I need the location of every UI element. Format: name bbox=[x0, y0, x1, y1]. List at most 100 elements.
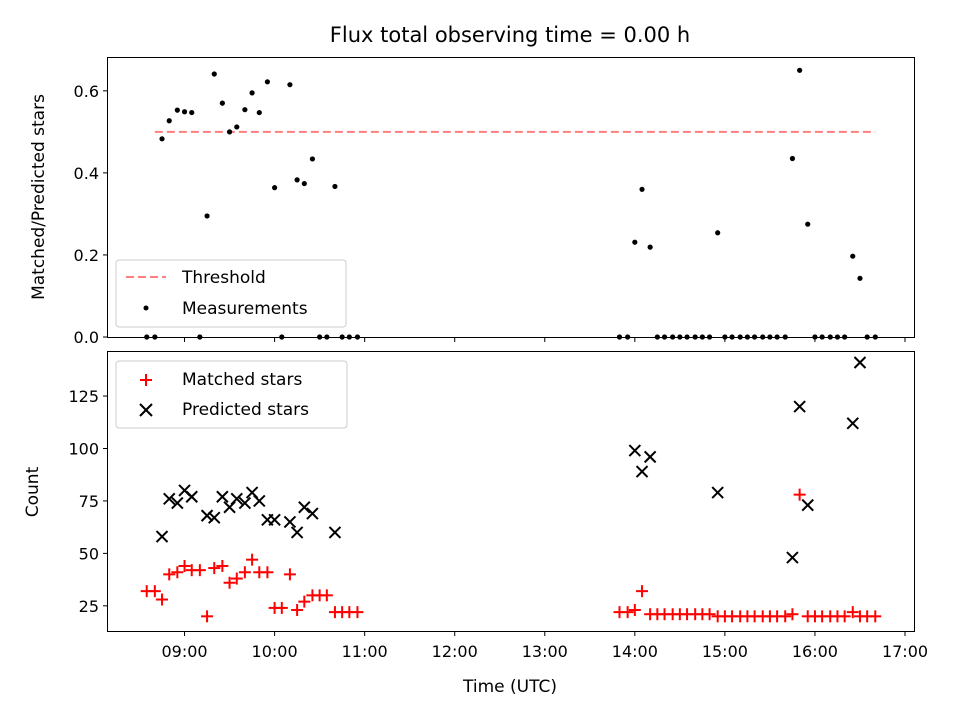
bottom-legend-box bbox=[115, 360, 348, 429]
matched-star-point bbox=[156, 593, 169, 606]
measurement-point bbox=[332, 183, 338, 190]
predicted-star-point bbox=[155, 530, 169, 543]
legend-matched-label: Matched stars bbox=[182, 370, 302, 390]
bottom-y-tick-label: 25 bbox=[79, 597, 99, 616]
matched-star-point bbox=[291, 604, 304, 617]
bottom-y-tick-label: 125 bbox=[68, 387, 99, 406]
bottom-y-ticks: 25 50 75 100 125 bbox=[68, 387, 108, 616]
measurement-point bbox=[226, 129, 233, 135]
predicted-star-point bbox=[290, 526, 304, 539]
matched-star-point bbox=[793, 488, 806, 501]
matched-star-point bbox=[148, 585, 161, 598]
measurement-point bbox=[309, 156, 316, 162]
predicted-star-point bbox=[635, 465, 649, 478]
predicted-star-point bbox=[185, 490, 198, 503]
x-tick-label: 13:00 bbox=[522, 642, 568, 661]
matched-star-point bbox=[223, 576, 236, 589]
matched-star-point bbox=[178, 559, 191, 572]
bottom-y-tick-label: 75 bbox=[79, 492, 99, 511]
measurement-point bbox=[797, 67, 803, 73]
predicted-star-point bbox=[200, 509, 214, 522]
predicted-star-point bbox=[298, 501, 311, 514]
measurement-point bbox=[850, 253, 856, 259]
top-y-tick-label: 0.0 bbox=[74, 328, 99, 347]
legend-measurements-swatch bbox=[143, 305, 149, 311]
measurement-point bbox=[166, 118, 172, 124]
top-y-tick-label: 0.4 bbox=[74, 164, 99, 183]
legend-measurements-label: Measurements bbox=[182, 299, 308, 319]
predicted-star-point bbox=[846, 417, 859, 430]
measurement-point bbox=[715, 230, 721, 236]
matched-star-point bbox=[246, 553, 259, 566]
bottom-panel: Count 25 50 75 100 125 09:00 10:00 11:00 12:00 1… bbox=[23, 351, 928, 661]
measurement-point bbox=[211, 71, 217, 77]
measurement-point bbox=[647, 244, 653, 250]
top-panel: Matched/Predicted stars 0.0 0.2 0.4 0.6 Thr… bbox=[29, 57, 915, 347]
measurement-point bbox=[181, 109, 188, 115]
top-y-ticks: 0.0 0.2 0.4 0.6 bbox=[74, 82, 108, 347]
predicted-star-point bbox=[163, 492, 176, 506]
top-axes-frame bbox=[107, 57, 915, 338]
chart-title: Flux total observing time = 0.00 h bbox=[330, 23, 690, 47]
measurement-point bbox=[219, 100, 225, 106]
x-tick-label: 12:00 bbox=[432, 642, 478, 661]
measurement-point bbox=[174, 107, 180, 113]
x-tick-label: 09:00 bbox=[161, 642, 207, 661]
top-legend: Threshold Measurements bbox=[115, 259, 347, 328]
measurement-point bbox=[857, 275, 863, 281]
x-tick-label: 17:00 bbox=[882, 642, 928, 661]
matched-star-point bbox=[171, 566, 184, 579]
legend-matched-swatch bbox=[140, 374, 152, 386]
matched-star-point bbox=[621, 606, 634, 619]
matched-star-point bbox=[238, 566, 251, 579]
matched-star-point bbox=[208, 562, 221, 575]
matched-star-point bbox=[193, 564, 206, 577]
bottom-y-axis-label: Count bbox=[23, 466, 43, 517]
predicted-star-point bbox=[328, 526, 342, 539]
measurement-point bbox=[272, 185, 278, 191]
bottom-axes-frame bbox=[107, 351, 915, 632]
measurement-point bbox=[301, 180, 307, 187]
measurement-point bbox=[287, 82, 293, 88]
predicted-star-point bbox=[208, 511, 221, 524]
predicted-star-point bbox=[283, 515, 297, 529]
predicted-star-point bbox=[801, 498, 814, 512]
predicted-star-point bbox=[786, 551, 799, 564]
x-tick-label: 15:00 bbox=[702, 642, 748, 661]
matched-star-point bbox=[230, 572, 243, 585]
measurement-point bbox=[242, 107, 248, 113]
bottom-y-tick-label: 100 bbox=[68, 439, 99, 458]
bottom-x-ticks: 09:00 10:00 11:00 12:00 13:00 14:00 15:00 16:00… bbox=[161, 631, 928, 661]
x-tick-label: 14:00 bbox=[612, 642, 658, 661]
measurement-point bbox=[159, 136, 165, 142]
matched-star-point bbox=[216, 559, 229, 572]
predicted-star-point bbox=[711, 486, 724, 499]
top-y-tick-label: 0.2 bbox=[74, 246, 99, 265]
measurement-point bbox=[256, 109, 262, 116]
predicted-star-point bbox=[230, 492, 243, 506]
measurement-point bbox=[264, 79, 270, 85]
bottom-legend: Matched stars Predicted stars bbox=[115, 360, 348, 429]
predicted-star-point bbox=[268, 513, 281, 527]
predicted-star-point bbox=[853, 356, 867, 369]
top-y-tick-label: 0.6 bbox=[74, 82, 99, 101]
x-tick-label: 10:00 bbox=[252, 642, 298, 661]
matched-star-point bbox=[628, 604, 641, 617]
measurement-point bbox=[639, 186, 645, 192]
measurement-point bbox=[805, 221, 811, 227]
matched-star-point bbox=[786, 608, 799, 621]
matched-star-point bbox=[869, 610, 882, 623]
predicted-star-point bbox=[306, 507, 319, 520]
measurement-point bbox=[234, 124, 240, 130]
matched-star-point bbox=[703, 608, 716, 621]
matched-star-point bbox=[283, 568, 296, 581]
matched-star-point bbox=[261, 566, 274, 579]
top-y-axis-label: Matched/Predicted stars bbox=[29, 94, 49, 300]
predicted-star-point bbox=[216, 490, 229, 503]
measurement-point bbox=[189, 109, 195, 116]
matched-star-point bbox=[298, 595, 311, 608]
legend-predicted-swatch bbox=[139, 403, 153, 417]
measurement-point bbox=[204, 213, 210, 219]
measurement-point bbox=[294, 177, 300, 183]
